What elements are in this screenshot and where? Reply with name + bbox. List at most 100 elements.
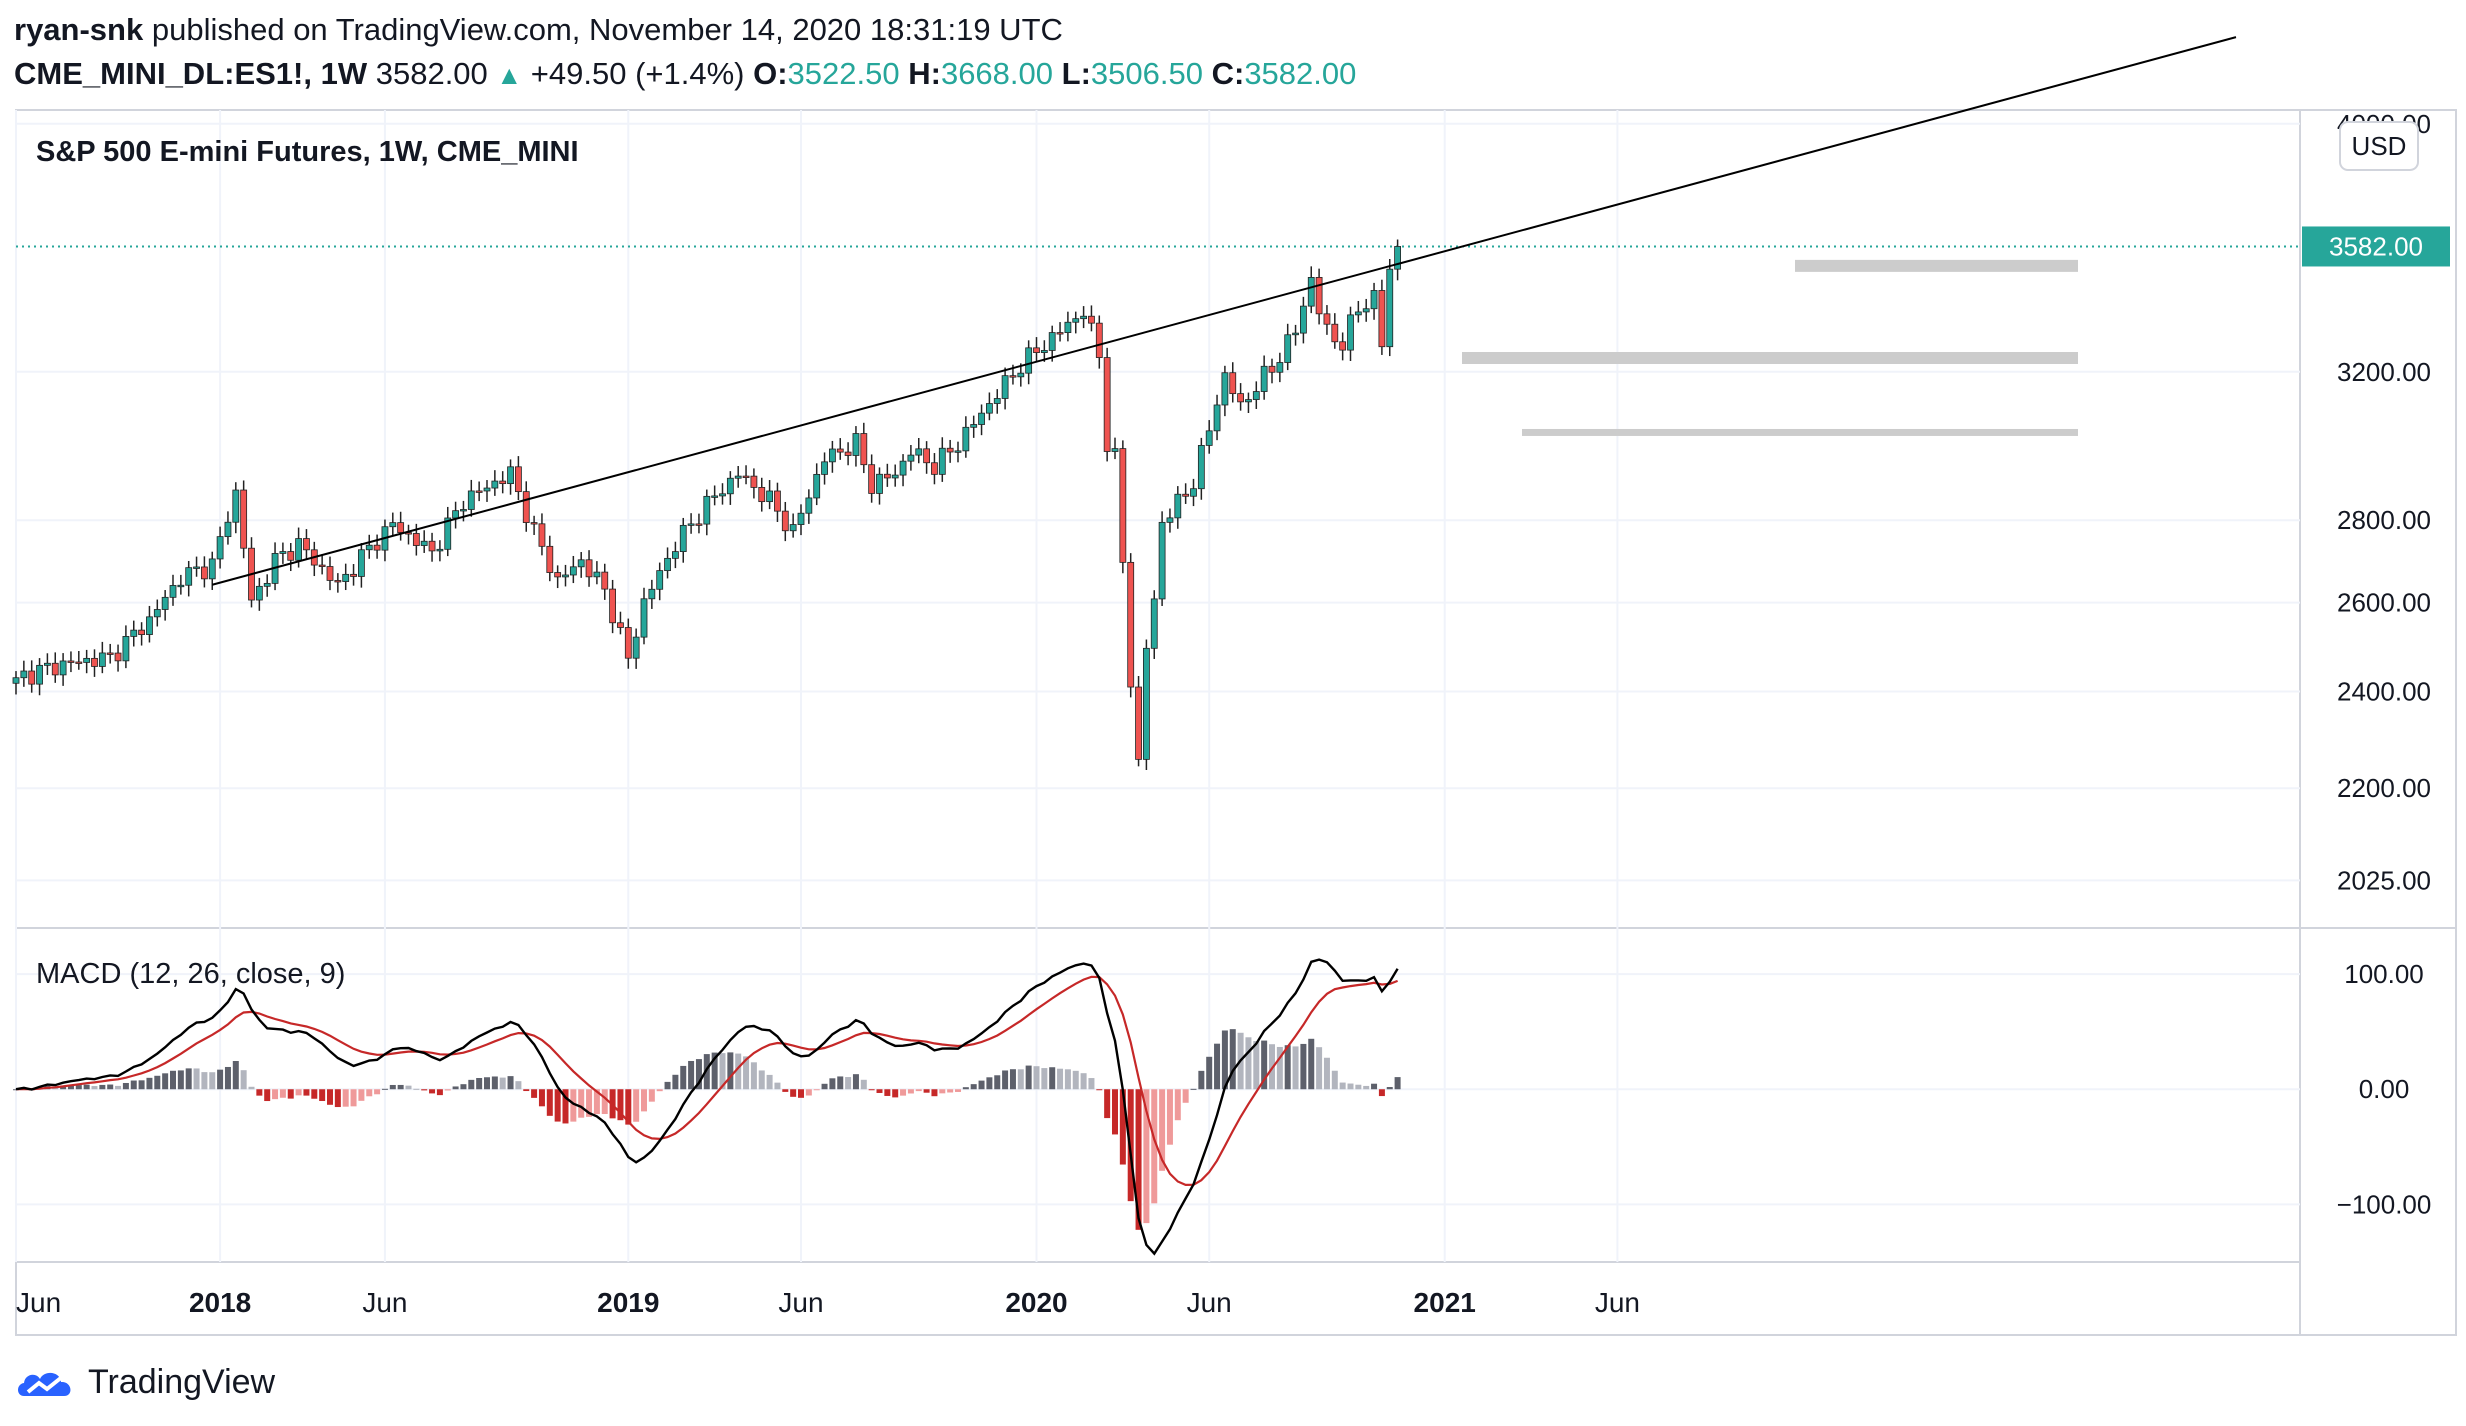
macd-bar: [1159, 1089, 1166, 1171]
candle: [742, 465, 750, 485]
candle: [836, 438, 844, 460]
macd-bar: [829, 1078, 836, 1090]
candle: [263, 574, 271, 597]
author-name[interactable]: ryan-snk: [14, 12, 144, 47]
currency-button[interactable]: USD: [2339, 121, 2419, 171]
macd-bar: [1214, 1043, 1221, 1090]
macd-bar: [805, 1089, 812, 1096]
macd-bar: [1088, 1078, 1095, 1090]
macd-bar: [319, 1089, 326, 1102]
candle: [915, 438, 923, 464]
tradingview-logo[interactable]: TradingView: [14, 1362, 275, 1402]
symbol-name[interactable]: CME_MINI_DL:ES1!, 1W: [14, 56, 368, 91]
time-tick-label: Jun: [1595, 1287, 1640, 1318]
candle: [1205, 420, 1213, 454]
candle: [1276, 352, 1284, 383]
macd-bar: [67, 1085, 74, 1090]
candle: [632, 628, 640, 669]
candle: [200, 556, 208, 588]
macd-bar: [1049, 1067, 1056, 1090]
candle: [1221, 365, 1229, 417]
macd-bar: [248, 1086, 255, 1090]
macd-bar: [1229, 1029, 1236, 1090]
candle: [758, 477, 766, 512]
macd-bar: [1339, 1082, 1346, 1090]
macd-bar: [1041, 1068, 1048, 1090]
candle: [83, 649, 91, 674]
candle: [695, 513, 703, 534]
candle: [475, 481, 483, 502]
macd-bar: [1331, 1070, 1338, 1090]
macd-bar: [154, 1075, 161, 1090]
trend-line[interactable]: [211, 36, 2237, 586]
candle: [1025, 340, 1033, 385]
candle: [562, 564, 569, 587]
candle: [91, 649, 98, 677]
macd-bar: [272, 1089, 279, 1100]
candle: [483, 480, 491, 502]
candle: [734, 466, 742, 488]
candle: [1048, 325, 1056, 362]
macd-bar: [860, 1079, 867, 1090]
macd-bar: [1300, 1043, 1307, 1090]
macd-bar: [491, 1076, 498, 1090]
candle: [593, 561, 601, 585]
candle: [1362, 298, 1370, 322]
candle: [726, 471, 734, 505]
candle: [962, 416, 970, 458]
macd-bar: [1206, 1056, 1213, 1090]
macd-bar: [680, 1065, 687, 1090]
chart-svg[interactable]: 4000.003200.002800.002600.002400.002200.…: [0, 0, 2466, 1360]
macd-bar: [366, 1089, 373, 1097]
macd-bar: [1198, 1070, 1205, 1090]
macd-bar: [1316, 1047, 1323, 1090]
candle: [1300, 296, 1307, 344]
macd-bar: [1292, 1046, 1299, 1090]
macd-bar: [962, 1087, 969, 1090]
candle: [530, 515, 538, 535]
candle: [679, 517, 687, 563]
candle: [326, 556, 334, 591]
price-tick-label: 3200.00: [2337, 357, 2431, 387]
candle: [279, 542, 287, 564]
candle: [750, 468, 758, 499]
macd-bar: [1166, 1089, 1173, 1145]
candle: [546, 535, 554, 582]
high-value: 3668.00: [940, 56, 1054, 91]
macd-bar: [601, 1089, 608, 1115]
macd-bar: [468, 1079, 475, 1090]
macd-bar: [507, 1076, 514, 1090]
candle: [185, 560, 193, 597]
macd-bar: [209, 1072, 216, 1090]
macd-bar: [1245, 1037, 1252, 1090]
candle: [240, 480, 248, 559]
candle: [648, 579, 656, 609]
macd-bar: [1386, 1087, 1393, 1090]
candle: [946, 439, 954, 463]
candle: [1056, 322, 1064, 342]
time-tick-label: Jun: [778, 1287, 823, 1318]
macd-bar: [162, 1073, 169, 1090]
macd-bar: [327, 1089, 333, 1105]
macd-bar: [735, 1053, 742, 1090]
macd-bar: [413, 1088, 420, 1090]
candle: [460, 500, 467, 522]
macd-bar: [303, 1089, 310, 1096]
candle: [1354, 300, 1362, 323]
macd-bar: [1174, 1089, 1181, 1121]
candle: [1174, 486, 1182, 529]
publish-line: ryan-snk published on TradingView.com, N…: [14, 12, 1063, 48]
macd-bar: [358, 1089, 365, 1101]
macd-bar: [1080, 1073, 1087, 1090]
candle: [350, 564, 357, 586]
candle: [907, 444, 915, 471]
macd-bar: [884, 1089, 891, 1096]
macd-bar: [99, 1084, 106, 1090]
candle: [876, 467, 883, 505]
candle: [452, 501, 460, 529]
macd-bar: [193, 1068, 200, 1090]
macd-bar: [499, 1077, 506, 1090]
macd-bar: [915, 1089, 922, 1092]
price-axis-labels: 4000.003200.002800.002600.002400.002200.…: [2337, 109, 2432, 1220]
candle: [153, 599, 161, 627]
